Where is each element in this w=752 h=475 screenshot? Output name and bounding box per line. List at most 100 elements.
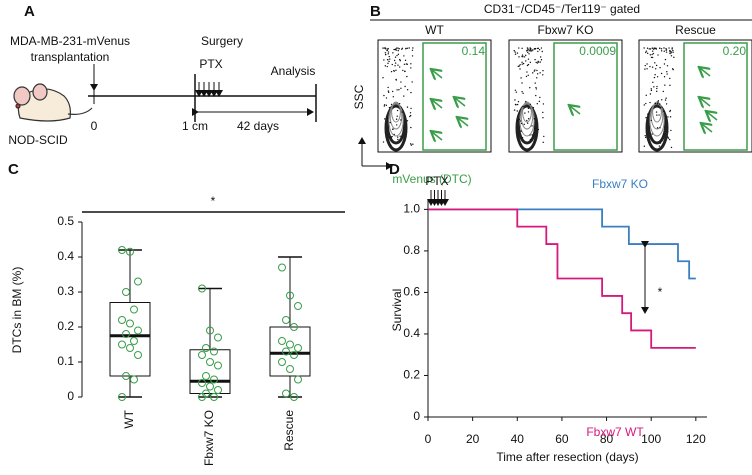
event-dot [521,61,523,63]
event-dot [651,53,653,56]
event-dot [526,64,529,67]
data-point [282,347,290,356]
x-tick-label: WT [122,409,136,428]
event-dot [651,50,654,52]
event-dot [387,62,389,65]
event-dot [535,61,537,64]
event-dot [659,127,661,129]
t0: 0 [91,119,98,133]
event-dot [535,94,537,97]
event-dot [527,107,530,110]
event-dot [670,146,673,149]
data-point [126,319,134,328]
event-dot [646,63,648,65]
event-dot [658,145,661,147]
event-dot [645,51,647,54]
event-dot [406,120,409,122]
event-dot [535,88,538,90]
event-dot [394,56,397,58]
event-dot [650,56,653,59]
event-dot [651,133,653,135]
dtc-arrow [432,100,442,108]
event-dot [536,47,539,50]
event-dot [401,47,404,50]
data-point [126,247,134,256]
event-dot [542,111,544,114]
data-point [118,246,126,254]
event-dot [646,47,649,49]
event-dot [663,50,665,52]
event-dot [540,59,543,61]
event-dot [542,69,544,72]
data-point [122,288,130,296]
event-dot [518,65,521,67]
density-contour [385,103,407,145]
event-dot [538,100,541,103]
y-tick-label: 0 [67,389,74,403]
event-dot [539,56,542,58]
event-dot [410,144,413,146]
data-point [206,358,214,366]
event-dot [382,47,384,49]
event-dot [526,119,528,122]
event-dot [390,103,393,106]
event-dot [663,133,665,136]
density-contour [391,101,401,123]
gate [683,42,748,151]
event-dot [397,64,399,66]
event-dot [669,84,671,87]
gate-percent: 0.14 [462,44,486,58]
event-dot [669,52,671,54]
event-dot [398,66,401,68]
y-tick-label: 0.1 [57,354,74,368]
event-dot [651,66,654,68]
event-dot [656,87,658,90]
event-dot [386,117,388,119]
plot-title: Fbxw7 KO [537,23,593,37]
event-dot [385,48,387,50]
event-dot [404,70,406,73]
y-tick-label: 1.0 [403,202,420,216]
panel-b: B CD31⁻/CD45⁻/Ter119⁻ gated WT 0.14 Fbxw7 … [352,2,752,186]
dtc-arrow [455,98,465,106]
y-axis-label: SSC [352,84,366,109]
event-dot [527,63,530,66]
ptx-arrows [195,82,223,97]
event-dot [646,68,648,70]
analysis: Analysis [271,64,316,78]
event-dot [542,74,544,76]
data-point [278,263,286,272]
data-point [278,337,286,345]
data-point [198,393,206,401]
event-dot [383,47,386,49]
plot-frame [638,39,752,153]
event-dot [649,54,652,56]
data-point [118,316,126,324]
y-axis-label: Survival [390,289,404,332]
event-dot [526,47,529,49]
event-dot [669,110,671,113]
event-dot [393,48,395,51]
gate-percent: 0.20 [723,44,747,58]
event-dot [534,69,536,71]
event-dot [644,136,647,139]
event-dot [537,128,540,131]
event-dot [526,122,529,124]
event-dot [654,74,656,76]
event-dot [404,59,407,62]
event-dot [522,56,524,58]
event-dot [514,103,517,106]
surgery: Surgery [201,34,243,48]
dtc-arrow [432,70,442,78]
plot-title: Rescue [675,23,716,37]
event-dot [656,127,659,129]
event-dot [536,69,538,72]
flow-plot: WT 0.14 [377,23,492,153]
box [109,302,151,377]
dtc-arrow [458,118,468,126]
event-dot [515,91,518,93]
data-point [206,382,214,391]
x-tick-label: 20 [466,432,480,446]
event-dot [527,74,529,77]
